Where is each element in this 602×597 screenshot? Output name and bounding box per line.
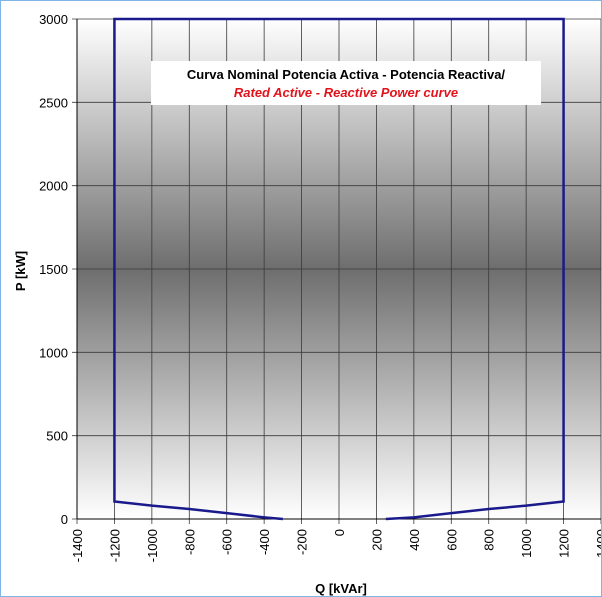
x-tick-label: 400 <box>407 529 422 551</box>
title-background <box>151 61 541 105</box>
x-tick-label: -1200 <box>107 529 122 562</box>
x-tick-label: 800 <box>482 529 497 551</box>
y-tick-label: 2000 <box>39 179 68 194</box>
x-tick-label: 200 <box>369 529 384 551</box>
chart-title-box: Curva Nominal Potencia Activa - Potencia… <box>151 61 541 105</box>
x-tick-label: 1200 <box>557 529 572 558</box>
series-line <box>113 17 565 521</box>
chart-title: Curva Nominal Potencia Activa - Potencia… <box>187 67 506 82</box>
x-axis-ticks: -1400 -1200 -1000 -800 -600 -400 -200 0 200 400 60… <box>70 529 601 562</box>
y-axis-ticks: 0 500 1000 1500 2000 2500 3000 <box>39 12 68 527</box>
x-axis-title: Q [kVAr] <box>315 581 367 596</box>
x-tick-label: 600 <box>444 529 459 551</box>
x-tick-label: -600 <box>220 529 235 555</box>
x-tick-label: -800 <box>182 529 197 555</box>
series-layer <box>113 17 565 521</box>
x-tick-label: 0 <box>332 529 347 536</box>
chart-subtitle: Rated Active - Reactive Power curve <box>234 85 458 100</box>
y-tick-label: 1500 <box>39 262 68 277</box>
y-tick-label: 1000 <box>39 345 68 360</box>
x-tick-label: 1000 <box>519 529 534 558</box>
x-tick-label: -1000 <box>145 529 160 562</box>
x-tick-label: -200 <box>295 529 310 555</box>
x-tick-label: 1400 <box>594 529 601 558</box>
y-tick-label: 0 <box>61 512 68 527</box>
x-tick-label: -400 <box>257 529 272 555</box>
y-axis-title: P [kW] <box>13 251 28 291</box>
x-tick-label: -1400 <box>70 529 85 562</box>
y-tick-label: 2500 <box>39 95 68 110</box>
y-tick-label: 3000 <box>39 12 68 27</box>
y-tick-label: 500 <box>46 429 68 444</box>
